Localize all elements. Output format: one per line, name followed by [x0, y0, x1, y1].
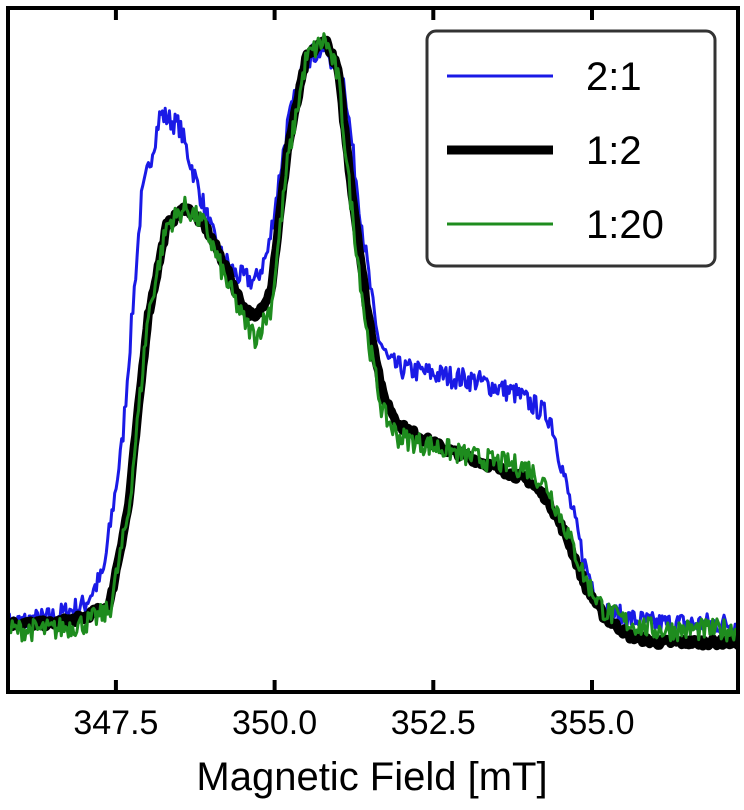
legend: 2:1 1:2 1:20 — [425, 29, 717, 268]
legend-label: 1:20 — [586, 203, 664, 247]
x-tick-label: 350.0 — [232, 704, 317, 742]
series-line-2 — [8, 32, 738, 643]
x-axis-label: Magnetic Field [mT] — [196, 755, 547, 799]
legend-label: 2:1 — [586, 55, 642, 99]
x-tick-label: 347.5 — [73, 704, 158, 742]
legend-label: 1:2 — [586, 129, 642, 173]
plot-frame — [6, 6, 740, 694]
x-tick-label: 352.5 — [391, 704, 476, 742]
x-tick-label: 355.0 — [549, 704, 634, 742]
ticks-layer: 347.5 350.0 352.5 355.0 — [73, 8, 635, 742]
legend-box — [425, 29, 717, 268]
series-layer — [8, 32, 738, 651]
